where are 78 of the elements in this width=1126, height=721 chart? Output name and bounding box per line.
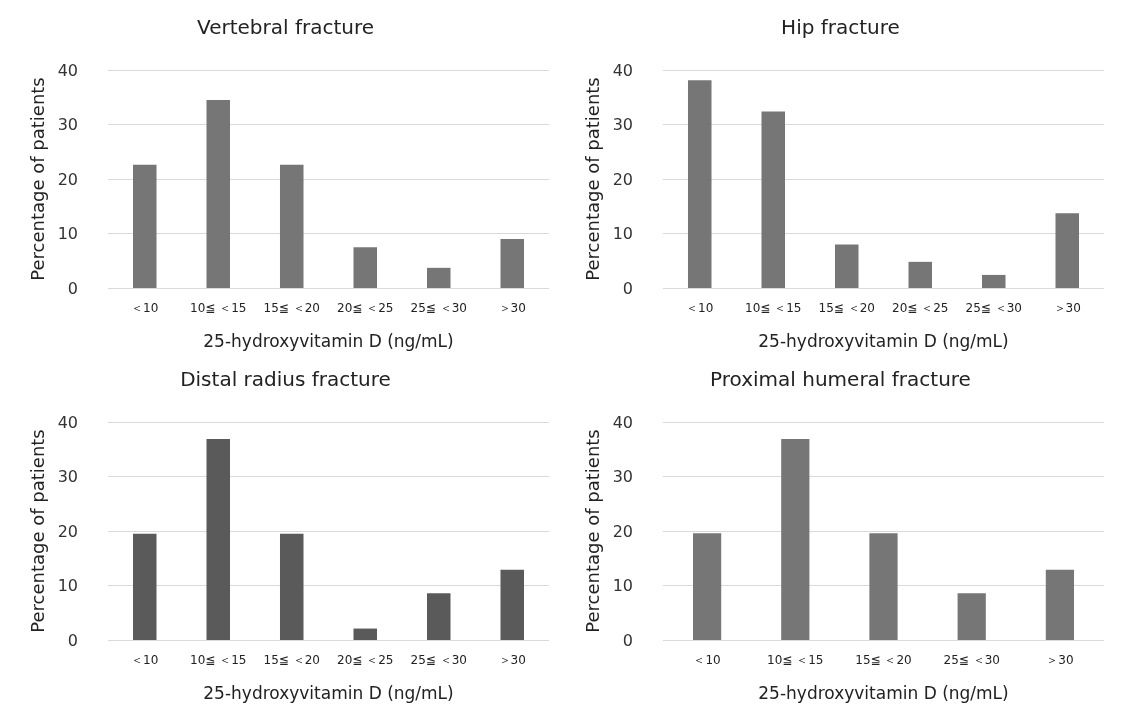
x-axis-title: 25-hydroxyvitamin D (ng/mL)	[203, 682, 454, 703]
x-tick-label: ＞30	[1046, 653, 1074, 667]
x-axis-title: 25-hydroxyvitamin D (ng/mL)	[203, 330, 454, 351]
bar	[834, 244, 859, 288]
x-tick-label: ＞30	[498, 653, 526, 667]
bar	[132, 533, 157, 640]
x-tick-label: ＜10	[693, 653, 721, 667]
y-tick-label: 30	[612, 467, 633, 486]
y-axis-title: Percentage of patients	[582, 429, 604, 633]
bar	[908, 261, 933, 288]
bar	[692, 533, 722, 640]
y-tick-label: 0	[622, 278, 633, 298]
bar	[869, 533, 898, 640]
x-tick-label: 15≦ ＜20	[855, 653, 912, 667]
chart-title: Vertebral fracture	[196, 15, 375, 39]
bar	[206, 99, 231, 288]
x-tick-label: ＜10	[131, 301, 159, 315]
y-tick-label: 0	[67, 630, 78, 650]
x-tick-label: 20≦ ＜25	[337, 301, 394, 315]
y-tick-label: 0	[622, 630, 633, 650]
bar	[1045, 569, 1075, 640]
y-tick-label: 0	[67, 278, 78, 298]
x-tick-label: 25≦ ＜30	[943, 653, 1000, 667]
x-tick-label: 10≦ ＜15	[190, 653, 247, 667]
y-tick-label: 40	[57, 60, 78, 80]
bar	[132, 164, 157, 288]
bar	[279, 533, 304, 640]
bar	[353, 247, 378, 288]
y-axis-title: Percentage of patients	[27, 77, 49, 281]
bar	[761, 111, 786, 288]
x-tick-label: ＜10	[686, 301, 714, 315]
x-tick-label: ＞30	[498, 301, 526, 315]
bar	[500, 238, 525, 288]
bar	[426, 267, 451, 288]
chart-title: Proximal humeral fracture	[710, 367, 971, 391]
x-axis-title: 25-hydroxyvitamin D (ng/mL)	[758, 330, 1009, 351]
y-tick-label: 30	[57, 467, 78, 486]
y-tick-label: 20	[612, 169, 633, 189]
x-tick-label: 15≦ ＜20	[818, 301, 875, 315]
y-tick-label: 10	[612, 576, 633, 595]
y-tick-label: 20	[57, 169, 78, 189]
x-axis-title: 25-hydroxyvitamin D (ng/mL)	[758, 682, 1009, 703]
x-tick-label: ＞30	[1053, 301, 1081, 315]
bar	[206, 438, 231, 640]
bar	[981, 274, 1006, 288]
bar	[353, 628, 378, 640]
y-tick-label: 20	[612, 521, 633, 541]
bar	[279, 164, 304, 288]
chart-title: Hip fracture	[781, 15, 900, 39]
x-tick-label: 25≦ ＜30	[965, 301, 1022, 315]
y-tick-label: 40	[57, 412, 78, 432]
y-tick-label: 10	[57, 224, 78, 243]
x-tick-label: 20≦ ＜25	[337, 653, 394, 667]
x-tick-label: 15≦ ＜20	[263, 653, 320, 667]
bar	[426, 593, 451, 640]
y-axis-title: Percentage of patients	[582, 77, 604, 281]
y-tick-label: 20	[57, 521, 78, 541]
y-tick-label: 10	[57, 576, 78, 595]
bar	[781, 438, 810, 640]
y-tick-label: 40	[612, 412, 633, 432]
y-tick-label: 10	[612, 224, 633, 243]
x-tick-label: ＜10	[131, 653, 159, 667]
y-tick-label: 30	[612, 115, 633, 134]
y-tick-label: 30	[57, 115, 78, 134]
bar	[957, 593, 986, 640]
y-tick-label: 40	[612, 60, 633, 80]
x-tick-label: 25≦ ＜30	[410, 653, 467, 667]
bar	[500, 569, 525, 640]
x-tick-label: 15≦ ＜20	[263, 301, 320, 315]
x-tick-label: 25≦ ＜30	[410, 301, 467, 315]
chart-title: Distal radius fracture	[180, 367, 391, 391]
x-tick-label: 10≦ ＜15	[745, 301, 802, 315]
bar	[1055, 213, 1080, 288]
x-tick-label: 20≦ ＜25	[892, 301, 949, 315]
x-tick-label: 10≦ ＜15	[190, 301, 247, 315]
x-tick-label: 10≦ ＜15	[767, 653, 824, 667]
bar	[687, 80, 712, 288]
y-axis-title: Percentage of patients	[27, 429, 49, 633]
